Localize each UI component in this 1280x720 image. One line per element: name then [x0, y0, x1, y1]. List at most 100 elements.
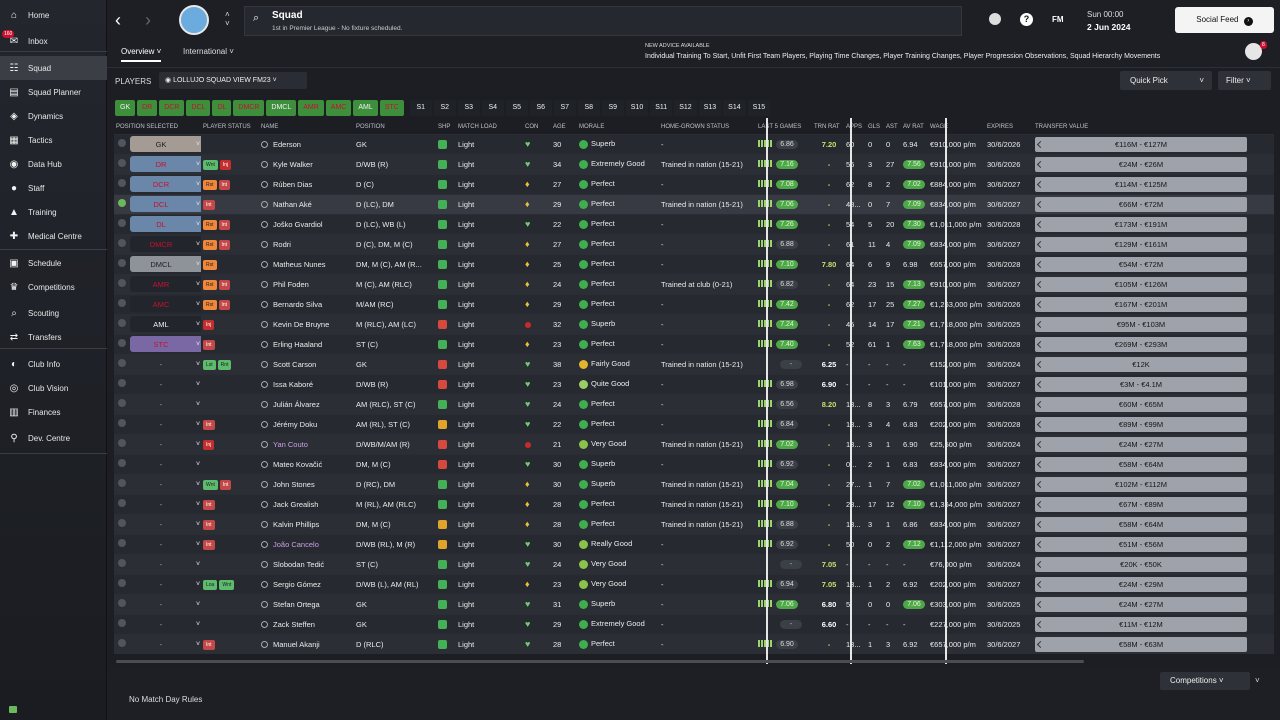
- chevron-down-icon[interactable]: ˅: [195, 460, 201, 468]
- horizontal-scrollbar[interactable]: [116, 660, 1084, 663]
- player-name[interactable]: Yan Couto: [273, 439, 308, 449]
- player-name[interactable]: Nathan Aké: [273, 199, 312, 209]
- position-filter-s8[interactable]: S8: [577, 100, 600, 116]
- chevron-down-icon[interactable]: ˅: [195, 380, 201, 388]
- chevron-down-icon[interactable]: ˅: [195, 280, 201, 288]
- transfer-value[interactable]: €24M - €29M: [1035, 576, 1247, 592]
- column-header[interactable]: PLAYER STATUS: [203, 123, 251, 130]
- table-row[interactable]: - ˅ Mateo Kovačić DM, M (C) Light ♥ 30 Superb -6…: [114, 453, 1274, 474]
- position-select-dropdown[interactable]: - ˅: [130, 376, 201, 392]
- sidebar-item-squad[interactable]: ☷ Squad: [0, 56, 107, 80]
- chevron-down-icon[interactable]: ˅: [195, 580, 201, 588]
- column-header[interactable]: NAME: [261, 123, 279, 130]
- table-row[interactable]: DL ˅ Rst Int Joško Gvardiol D (LC), WB (L) Lig…: [114, 213, 1274, 234]
- player-name-cell[interactable]: Zack Steffen: [259, 613, 354, 634]
- column-header[interactable]: POSITION SELECTED: [116, 123, 179, 130]
- position-select-dropdown[interactable]: - ˅: [130, 476, 201, 492]
- collapse-icon[interactable]: ˅: [1255, 676, 1260, 685]
- position-filter-dl[interactable]: DL: [212, 100, 232, 116]
- column-header[interactable]: HOME-GROWN STATUS: [661, 123, 730, 130]
- chevron-down-icon[interactable]: ˅: [195, 640, 201, 648]
- sidebar-item-inbox[interactable]: ✉ Inbox: [0, 29, 107, 53]
- position-filter-s3[interactable]: S3: [457, 100, 480, 116]
- transfer-value[interactable]: €173M - €191M: [1035, 216, 1247, 232]
- position-select-dropdown[interactable]: DCL ˅: [130, 196, 201, 212]
- position-select-dropdown[interactable]: - ˅: [130, 396, 201, 412]
- position-filter-aml[interactable]: AML: [353, 100, 378, 116]
- position-filter-s5[interactable]: S5: [505, 100, 528, 116]
- row-select-radio[interactable]: [118, 598, 126, 607]
- position-filter-dr[interactable]: DR: [137, 100, 158, 116]
- transfer-value[interactable]: €105M - €126M: [1035, 276, 1247, 292]
- player-name-cell[interactable]: Scott Carson: [259, 353, 354, 374]
- table-row[interactable]: STC ˅ Int Erling Haaland ST (C) Light ♦ 23 Perfe…: [114, 333, 1274, 354]
- player-name[interactable]: Erling Haaland: [273, 339, 323, 349]
- transfer-value[interactable]: €102M - €112M: [1035, 476, 1247, 492]
- tab-international[interactable]: International ˅: [183, 47, 234, 56]
- player-name-cell[interactable]: Kalvin Phillips: [259, 513, 354, 534]
- transfer-value[interactable]: €24M - €27M: [1035, 596, 1247, 612]
- sidebar-item-tactics[interactable]: ▦ Tactics: [0, 128, 107, 152]
- chevron-down-icon[interactable]: ˅: [195, 240, 201, 248]
- player-name[interactable]: Rodri: [273, 239, 291, 249]
- position-filter-s14[interactable]: S14: [723, 100, 746, 116]
- chevron-down-icon[interactable]: ˅: [195, 360, 201, 368]
- chevron-down-icon[interactable]: ˅: [195, 200, 201, 208]
- column-header[interactable]: SHP: [438, 123, 451, 130]
- position-filter-s6[interactable]: S6: [529, 100, 552, 116]
- chevron-down-icon[interactable]: ˅: [195, 400, 201, 408]
- social-feed-button[interactable]: Social Feed ›: [1175, 7, 1274, 33]
- position-filter-s11[interactable]: S11: [650, 100, 673, 116]
- player-name-cell[interactable]: Stefan Ortega: [259, 593, 354, 614]
- position-select-dropdown[interactable]: - ˅: [130, 536, 201, 552]
- chevron-down-icon[interactable]: ˅: [195, 620, 201, 628]
- player-name[interactable]: Mateo Kovačić: [273, 459, 323, 469]
- chevron-down-icon[interactable]: ˅: [195, 320, 201, 328]
- row-select-radio[interactable]: [118, 438, 126, 447]
- chevron-down-icon[interactable]: ˅: [195, 420, 201, 428]
- sidebar-item-scouting[interactable]: ⌕ Scouting: [0, 301, 107, 325]
- sidebar-item-training[interactable]: ▲ Training: [0, 200, 107, 224]
- table-row[interactable]: - ˅ Int Jack Grealish M (RL), AM (RLC) Light ♦…: [114, 493, 1274, 514]
- sidebar-item-club-info[interactable]: ◐ Club Info: [0, 352, 107, 376]
- position-filter-dcr[interactable]: DCR: [159, 100, 185, 116]
- transfer-value[interactable]: €58M - €63M: [1035, 636, 1247, 652]
- table-row[interactable]: DCL ˅ Int Nathan Aké D (LC), DM Light ♦ 29 Perfe…: [114, 193, 1274, 214]
- table-row[interactable]: DMCL ˅ Rst Matheus Nunes DM, M (C), AM (R...…: [114, 253, 1274, 274]
- position-filter-s12[interactable]: S12: [674, 100, 697, 116]
- row-select-radio[interactable]: [118, 338, 126, 347]
- player-name-cell[interactable]: Sergio Gómez: [259, 573, 354, 594]
- table-row[interactable]: - ˅ Inj Yan Couto D/WB/M/AM (R) Light 21 Very G…: [114, 433, 1274, 454]
- player-name-cell[interactable]: John Stones: [259, 473, 354, 494]
- chevron-down-icon[interactable]: ˅: [195, 180, 201, 188]
- player-name-cell[interactable]: Bernardo Silva: [259, 293, 354, 314]
- player-name-cell[interactable]: Ederson: [259, 133, 354, 154]
- sidebar-item-home[interactable]: ⌂ Home: [0, 3, 107, 27]
- sidebar-item-data-hub[interactable]: ◉ Data Hub: [0, 152, 107, 176]
- column-header[interactable]: LAST 5 GAMES: [758, 123, 802, 130]
- row-select-radio[interactable]: [118, 298, 126, 307]
- player-name[interactable]: Julián Álvarez: [273, 399, 320, 409]
- row-select-radio[interactable]: [118, 458, 126, 467]
- transfer-value[interactable]: €12K: [1035, 356, 1247, 372]
- player-name-cell[interactable]: Jérémy Doku: [259, 413, 354, 434]
- chevron-down-icon[interactable]: ˅: [195, 540, 201, 548]
- position-select-dropdown[interactable]: - ˅: [130, 456, 201, 472]
- transfer-value[interactable]: €54M - €72M: [1035, 256, 1247, 272]
- sidebar-item-transfers[interactable]: ⇄ Transfers: [0, 325, 107, 349]
- table-row[interactable]: - ˅ Stefan Ortega GK Light ♥ 31 Superb -7.06 6.80…: [114, 593, 1274, 614]
- row-select-radio[interactable]: [118, 158, 126, 167]
- position-select-dropdown[interactable]: - ˅: [130, 596, 201, 612]
- player-name[interactable]: Kalvin Phillips: [273, 519, 320, 529]
- player-name-cell[interactable]: Kevin De Bruyne: [259, 313, 354, 334]
- chevron-down-icon[interactable]: ˅: [195, 560, 201, 568]
- table-row[interactable]: AMC ˅ Rst Int Bernardo Silva M/AM (RC) Light ♦ 2…: [114, 293, 1274, 314]
- column-header[interactable]: TRN RAT: [814, 123, 840, 130]
- transfer-value[interactable]: €129M - €161M: [1035, 236, 1247, 252]
- player-name[interactable]: Zack Steffen: [273, 619, 315, 629]
- position-filter-dmcl[interactable]: DMCL: [266, 100, 297, 116]
- position-filter-s4[interactable]: S4: [481, 100, 504, 116]
- player-name[interactable]: Issa Kaboré: [273, 379, 314, 389]
- column-header[interactable]: AV RAT: [903, 123, 924, 130]
- chevron-down-icon[interactable]: ˅: [195, 520, 201, 528]
